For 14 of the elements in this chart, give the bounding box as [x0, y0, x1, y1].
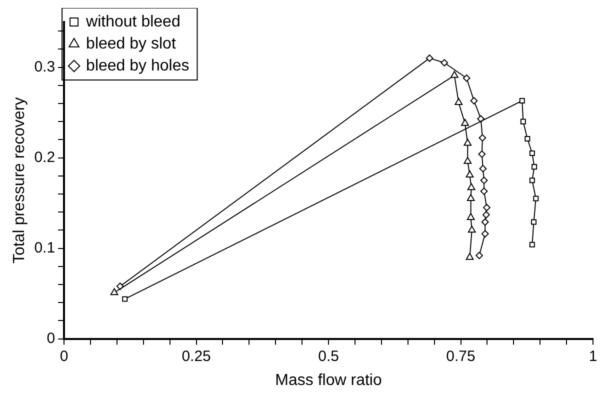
y-tick-label: 0.2	[34, 148, 56, 166]
legend-label: without bleed	[85, 13, 180, 30]
y-axis-title: Total pressure recovery	[11, 97, 28, 264]
legend-label: bleed by holes	[86, 57, 190, 74]
x-tick-label: 0	[60, 348, 68, 365]
y-tick-label: 0.1	[34, 239, 56, 256]
x-tick-label: 0.75	[446, 348, 476, 365]
x-tick-label: 1	[588, 348, 598, 365]
x-axis-title: Mass flow ratio	[275, 372, 382, 389]
y-tick-label: 0.3	[34, 58, 56, 76]
y-tick-label: 0	[46, 330, 56, 347]
legend-label: bleed by slot	[86, 35, 176, 52]
x-tick-label: 0.5	[318, 348, 339, 365]
x-tick-label: 0.25	[182, 348, 211, 365]
